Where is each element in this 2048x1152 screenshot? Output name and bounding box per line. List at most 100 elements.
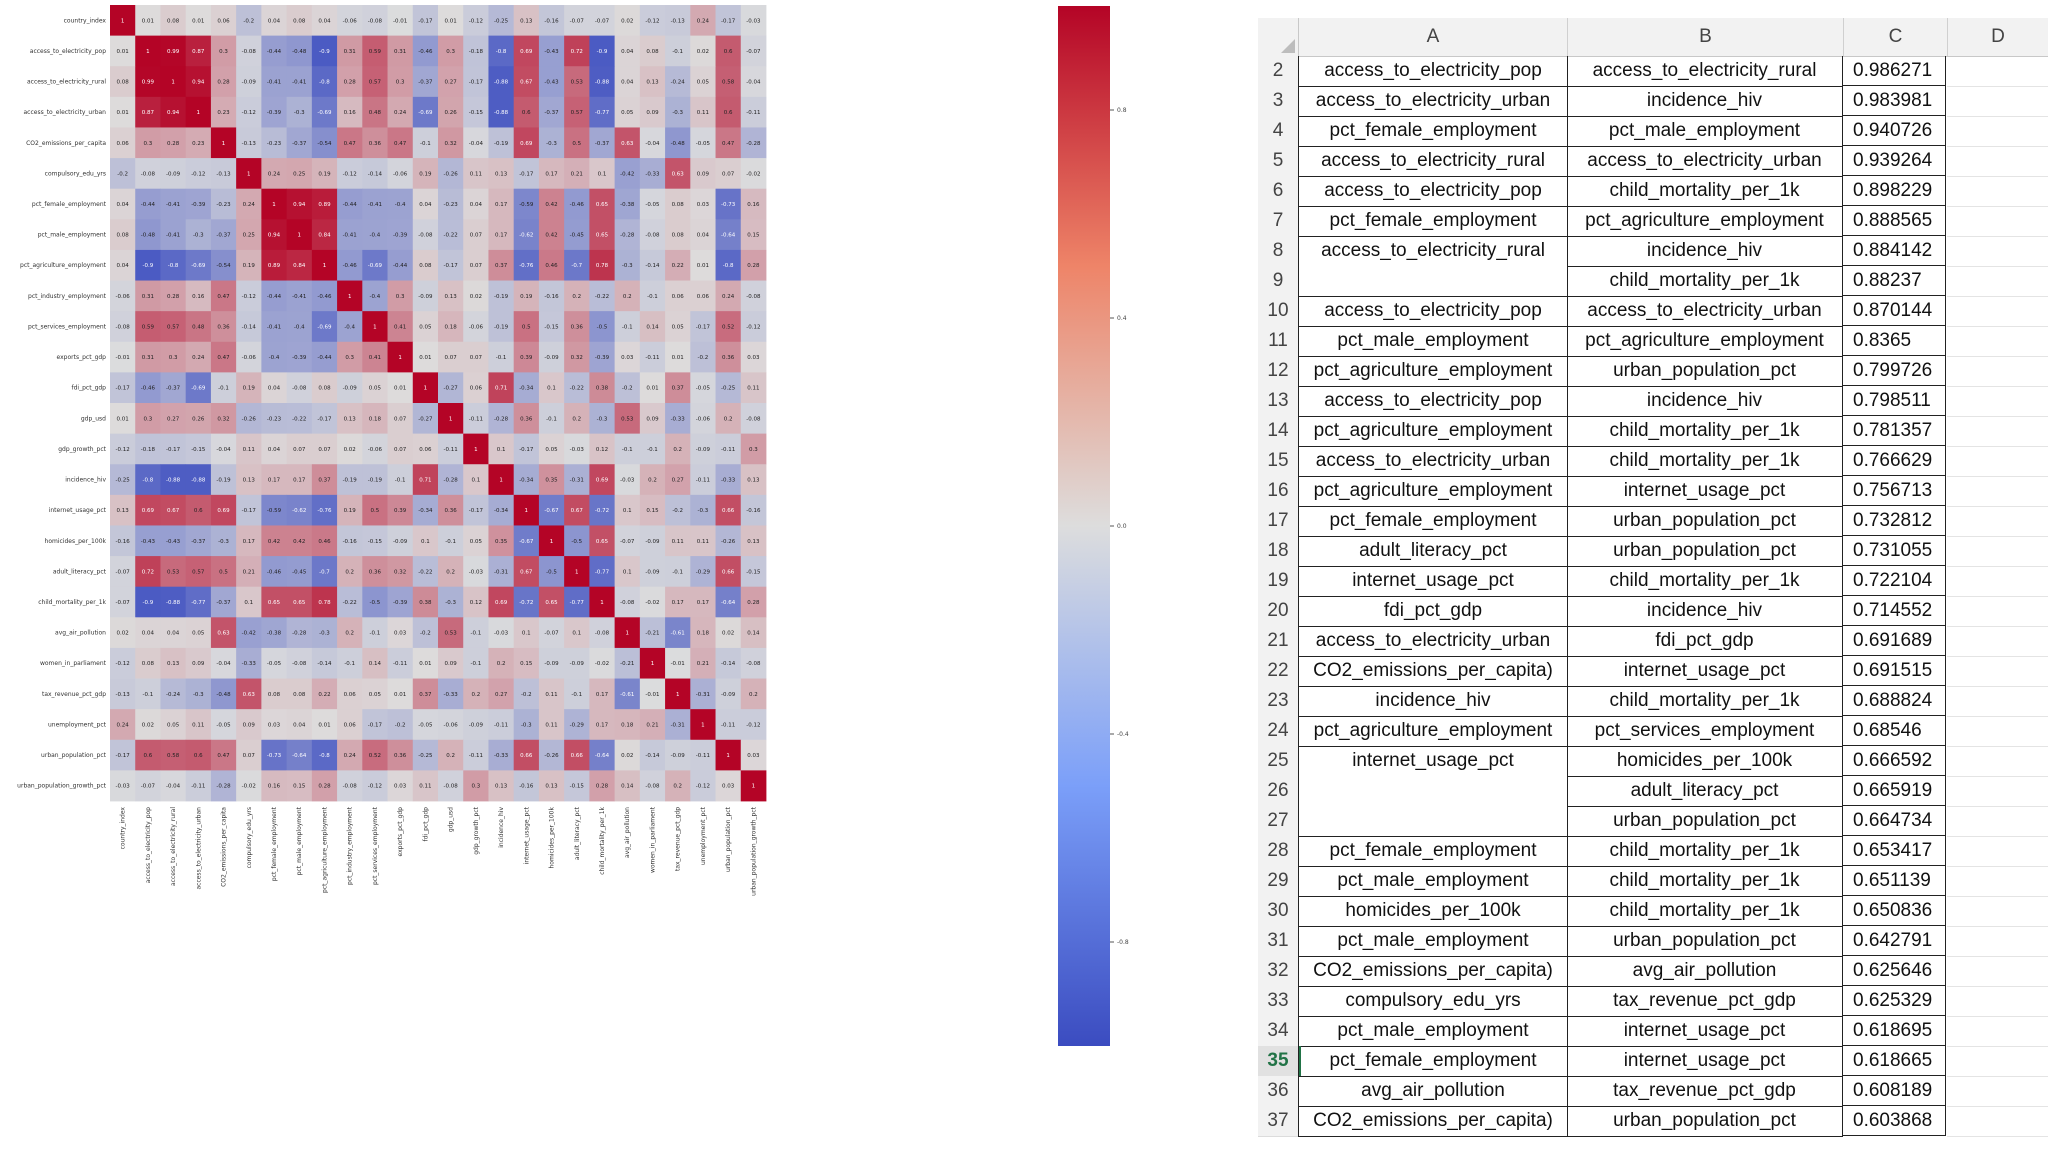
cell-c[interactable]: 0.642791	[1843, 926, 1946, 956]
row-number[interactable]: 15	[1258, 446, 1299, 477]
cell-c[interactable]: 0.939264	[1843, 146, 1946, 176]
cell-a[interactable]: pct_agriculture_employment	[1298, 356, 1568, 387]
row-number[interactable]: 23	[1258, 686, 1299, 717]
cell-d[interactable]	[1947, 506, 2048, 537]
row-number[interactable]: 3	[1258, 86, 1299, 117]
cell-c[interactable]: 0.666592	[1843, 746, 1946, 776]
row-number[interactable]: 32	[1258, 956, 1299, 987]
cell-b[interactable]: homicides_per_100k	[1567, 746, 1843, 777]
cell-a[interactable]: pct_male_employment	[1298, 326, 1568, 357]
row-number[interactable]: 7	[1258, 206, 1299, 237]
cell-a[interactable]: CO2_emissions_per_capita)	[1298, 956, 1568, 987]
cell-a[interactable]: avg_air_pollution	[1298, 1076, 1568, 1107]
cell-c[interactable]: 0.618695	[1843, 1016, 1946, 1046]
cell-c[interactable]: 0.8365	[1843, 326, 1946, 356]
cell-a[interactable]: adult_literacy_pct	[1298, 536, 1568, 567]
row-number[interactable]: 13	[1258, 386, 1299, 417]
cell-b[interactable]: urban_population_pct	[1567, 1106, 1843, 1137]
cell-d[interactable]	[1947, 1076, 2048, 1107]
cell-a[interactable]	[1298, 266, 1568, 297]
cell-d[interactable]	[1947, 926, 2048, 957]
cell-b[interactable]: internet_usage_pct	[1567, 656, 1843, 687]
cell-c[interactable]: 0.691689	[1843, 626, 1946, 656]
cell-b[interactable]: child_mortality_per_1k	[1567, 566, 1843, 597]
cell-a[interactable]: pct_female_employment	[1298, 1046, 1568, 1077]
row-number[interactable]: 19	[1258, 566, 1299, 597]
cell-a[interactable]: access_to_electricity_pop	[1298, 296, 1568, 327]
row-number[interactable]: 4	[1258, 116, 1299, 147]
row-number[interactable]: 8	[1258, 236, 1299, 267]
cell-d[interactable]	[1947, 206, 2048, 237]
cell-c[interactable]: 0.756713	[1843, 476, 1946, 506]
cell-a[interactable]: access_to_electricity_urban	[1298, 626, 1568, 657]
cell-a[interactable]: fdi_pct_gdp	[1298, 596, 1568, 627]
cell-a[interactable]: access_to_electricity_pop	[1298, 176, 1568, 207]
cell-b[interactable]: child_mortality_per_1k	[1567, 866, 1843, 897]
cell-a[interactable]: pct_agriculture_employment	[1298, 476, 1568, 507]
cell-b[interactable]: access_to_electricity_rural	[1567, 56, 1843, 87]
cell-c[interactable]: 0.884142	[1843, 236, 1946, 266]
cell-a[interactable]	[1298, 776, 1568, 807]
row-number[interactable]: 20	[1258, 596, 1299, 627]
cell-a[interactable]: pct_female_employment	[1298, 206, 1568, 237]
cell-c[interactable]: 0.664734	[1843, 806, 1946, 836]
cell-d[interactable]	[1947, 326, 2048, 357]
cell-b[interactable]: child_mortality_per_1k	[1567, 416, 1843, 447]
row-number[interactable]: 37	[1258, 1106, 1299, 1137]
row-number[interactable]: 2	[1258, 56, 1299, 87]
cell-b[interactable]: child_mortality_per_1k	[1567, 446, 1843, 477]
cell-a[interactable]: pct_female_employment	[1298, 506, 1568, 537]
cell-a[interactable]: access_to_electricity_rural	[1298, 236, 1568, 267]
row-number[interactable]: 36	[1258, 1076, 1299, 1107]
cell-c[interactable]: 0.722104	[1843, 566, 1946, 596]
cell-d[interactable]	[1947, 896, 2048, 927]
cell-b[interactable]: urban_population_pct	[1567, 926, 1843, 957]
cell-d[interactable]	[1947, 86, 2048, 117]
cell-d[interactable]	[1947, 746, 2048, 777]
cell-c[interactable]: 0.732812	[1843, 506, 1946, 536]
cell-c[interactable]: 0.653417	[1843, 836, 1946, 866]
cell-c[interactable]: 0.625329	[1843, 986, 1946, 1016]
cell-a[interactable]: pct_female_employment	[1298, 836, 1568, 867]
cell-b[interactable]: fdi_pct_gdp	[1567, 626, 1843, 657]
cell-d[interactable]	[1947, 476, 2048, 507]
cell-a[interactable]: access_to_electricity_urban	[1298, 86, 1568, 117]
cell-b[interactable]: pct_agriculture_employment	[1567, 326, 1843, 357]
cell-b[interactable]: access_to_electricity_urban	[1567, 296, 1843, 327]
cell-d[interactable]	[1947, 776, 2048, 807]
row-number[interactable]: 33	[1258, 986, 1299, 1017]
cell-a[interactable]: access_to_electricity_pop	[1298, 386, 1568, 417]
cell-b[interactable]: urban_population_pct	[1567, 356, 1843, 387]
cell-c[interactable]: 0.68546	[1843, 716, 1946, 746]
cell-d[interactable]	[1947, 656, 2048, 687]
row-number[interactable]: 35	[1258, 1046, 1301, 1077]
cell-d[interactable]	[1947, 386, 2048, 417]
cell-a[interactable]: internet_usage_pct	[1298, 566, 1568, 597]
cell-b[interactable]: pct_male_employment	[1567, 116, 1843, 147]
cell-a[interactable]: access_to_electricity_pop	[1298, 56, 1568, 87]
cell-c[interactable]: 0.608189	[1843, 1076, 1946, 1106]
cell-b[interactable]: child_mortality_per_1k	[1567, 836, 1843, 867]
cell-c[interactable]: 0.798511	[1843, 386, 1946, 416]
cell-d[interactable]	[1947, 1016, 2048, 1047]
cell-d[interactable]	[1947, 1106, 2048, 1137]
cell-c[interactable]: 0.618665	[1843, 1046, 1946, 1076]
cell-c[interactable]: 0.625646	[1843, 956, 1946, 986]
cell-b[interactable]: urban_population_pct	[1567, 806, 1843, 837]
cell-d[interactable]	[1947, 626, 2048, 657]
cell-c[interactable]: 0.940726	[1843, 116, 1946, 146]
cell-a[interactable]: incidence_hiv	[1298, 686, 1568, 717]
cell-d[interactable]	[1947, 716, 2048, 747]
cell-a[interactable]: CO2_emissions_per_capita)	[1298, 1106, 1568, 1137]
cell-d[interactable]	[1947, 116, 2048, 147]
cell-b[interactable]: internet_usage_pct	[1567, 1046, 1843, 1077]
cell-a[interactable]: homicides_per_100k	[1298, 896, 1568, 927]
cell-b[interactable]: pct_services_employment	[1567, 716, 1843, 747]
row-number[interactable]: 21	[1258, 626, 1299, 657]
row-number[interactable]: 18	[1258, 536, 1299, 567]
row-number[interactable]: 11	[1258, 326, 1299, 357]
cell-b[interactable]: urban_population_pct	[1567, 536, 1843, 567]
cell-a[interactable]: compulsory_edu_yrs	[1298, 986, 1568, 1017]
row-number[interactable]: 22	[1258, 656, 1299, 687]
cell-a[interactable]: internet_usage_pct	[1298, 746, 1568, 777]
